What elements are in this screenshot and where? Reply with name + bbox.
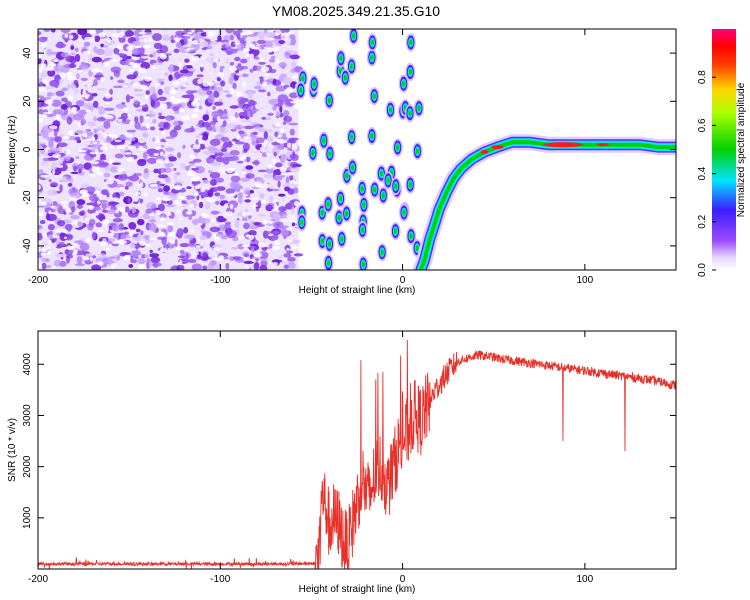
- hot-spot: [491, 145, 504, 150]
- blob: [405, 33, 416, 52]
- y-tick-label: -40: [22, 238, 33, 253]
- blob: [406, 227, 417, 246]
- signal-track: [412, 134, 676, 270]
- blob: [347, 158, 358, 177]
- x-tick-label: 0: [400, 574, 406, 585]
- blob: [367, 33, 378, 52]
- colorbar-gradient: [712, 29, 736, 270]
- blob: [357, 220, 368, 239]
- blob: [334, 208, 345, 227]
- y-tick-label: 0: [22, 146, 33, 152]
- blob: [348, 29, 359, 45]
- hot-spot: [542, 142, 583, 148]
- blob: [358, 195, 369, 214]
- blob: [335, 49, 346, 68]
- noise-region: [38, 29, 304, 270]
- snr-line: [38, 339, 676, 569]
- blob: [346, 128, 357, 147]
- blob: [369, 180, 380, 199]
- snr-panel: -200 -100 0 100 1000 2000 3000 4000 Height of s…: [7, 330, 677, 595]
- blob: [295, 81, 306, 100]
- snr-frame: [37, 330, 677, 570]
- blob: [383, 171, 394, 190]
- aliased-blobs: [295, 29, 424, 270]
- x-tick-label: -200: [28, 574, 48, 585]
- blob: [323, 195, 334, 214]
- blob: [324, 234, 335, 253]
- colorbar: 0.0 0.2 0.4 0.6 0.8 Normalized spectral ampl…: [697, 29, 747, 277]
- snr-plot-area: [38, 339, 676, 569]
- chart-title: YM08.2025.349.21.35.G10: [272, 3, 440, 19]
- y-tick-label: 1000: [22, 506, 33, 529]
- blob: [324, 91, 335, 110]
- blob: [405, 175, 416, 194]
- blob: [390, 222, 401, 241]
- blob: [405, 63, 416, 82]
- colorbar-label: Normalized spectral amplitude: [736, 82, 747, 217]
- blob: [336, 229, 347, 248]
- colorbar-tick-label: 0.6: [697, 118, 708, 132]
- blob: [366, 127, 377, 146]
- snr-ticks: -200 -100 0 100 1000 2000 3000 4000: [22, 331, 676, 585]
- blob: [335, 189, 346, 208]
- y-tick-label: 40: [22, 47, 33, 59]
- hot-spot: [597, 143, 610, 147]
- blob: [404, 104, 415, 123]
- y-tick-label: 20: [22, 95, 33, 107]
- blob: [318, 131, 329, 150]
- hot-spot: [480, 149, 489, 154]
- blob: [366, 48, 377, 67]
- blob: [307, 143, 318, 162]
- blob: [324, 144, 335, 163]
- blob: [412, 142, 423, 161]
- blob: [390, 177, 401, 196]
- blob: [413, 99, 424, 118]
- colorbar-tick-label: 0.4: [697, 166, 708, 180]
- blob: [309, 75, 320, 94]
- blob: [398, 74, 409, 93]
- colorbar-tick-label: 0.2: [697, 214, 708, 228]
- blob: [323, 253, 334, 270]
- y-tick-label: -20: [22, 190, 33, 205]
- blob: [340, 68, 351, 87]
- y-tick-label: 2000: [22, 455, 33, 478]
- x-tick-label: -200: [28, 275, 48, 286]
- snr-xlabel: Height of straight line (km): [299, 584, 416, 595]
- spectrogram-plot-area: [38, 29, 676, 270]
- y-tick-label: 4000: [22, 353, 33, 376]
- blob: [377, 243, 388, 262]
- colorbar-tick-label: 0.8: [697, 70, 708, 84]
- blob: [399, 203, 410, 222]
- blob: [369, 87, 380, 106]
- x-tick-label: 0: [400, 275, 406, 286]
- blob: [378, 186, 389, 205]
- y-tick-label: 3000: [22, 404, 33, 427]
- blob: [341, 204, 352, 223]
- snr-ylabel: SNR (10 * v/v): [7, 418, 18, 482]
- x-tick-label: -100: [210, 275, 230, 286]
- blob: [296, 213, 307, 232]
- blob: [357, 179, 368, 198]
- colorbar-ticks: 0.0 0.2 0.4 0.6 0.8: [697, 70, 716, 277]
- blob: [392, 138, 403, 157]
- colorbar-tick-label: 0.0: [697, 263, 708, 277]
- spectrogram-xlabel: Height of straight line (km): [299, 285, 416, 296]
- blob: [385, 100, 396, 119]
- x-tick-label: 100: [577, 275, 594, 286]
- spectrogram-ylabel: Frequency (Hz): [7, 116, 18, 185]
- x-tick-label: -100: [210, 574, 230, 585]
- x-tick-label: 100: [577, 574, 594, 585]
- blob: [358, 255, 369, 270]
- blob: [346, 57, 357, 76]
